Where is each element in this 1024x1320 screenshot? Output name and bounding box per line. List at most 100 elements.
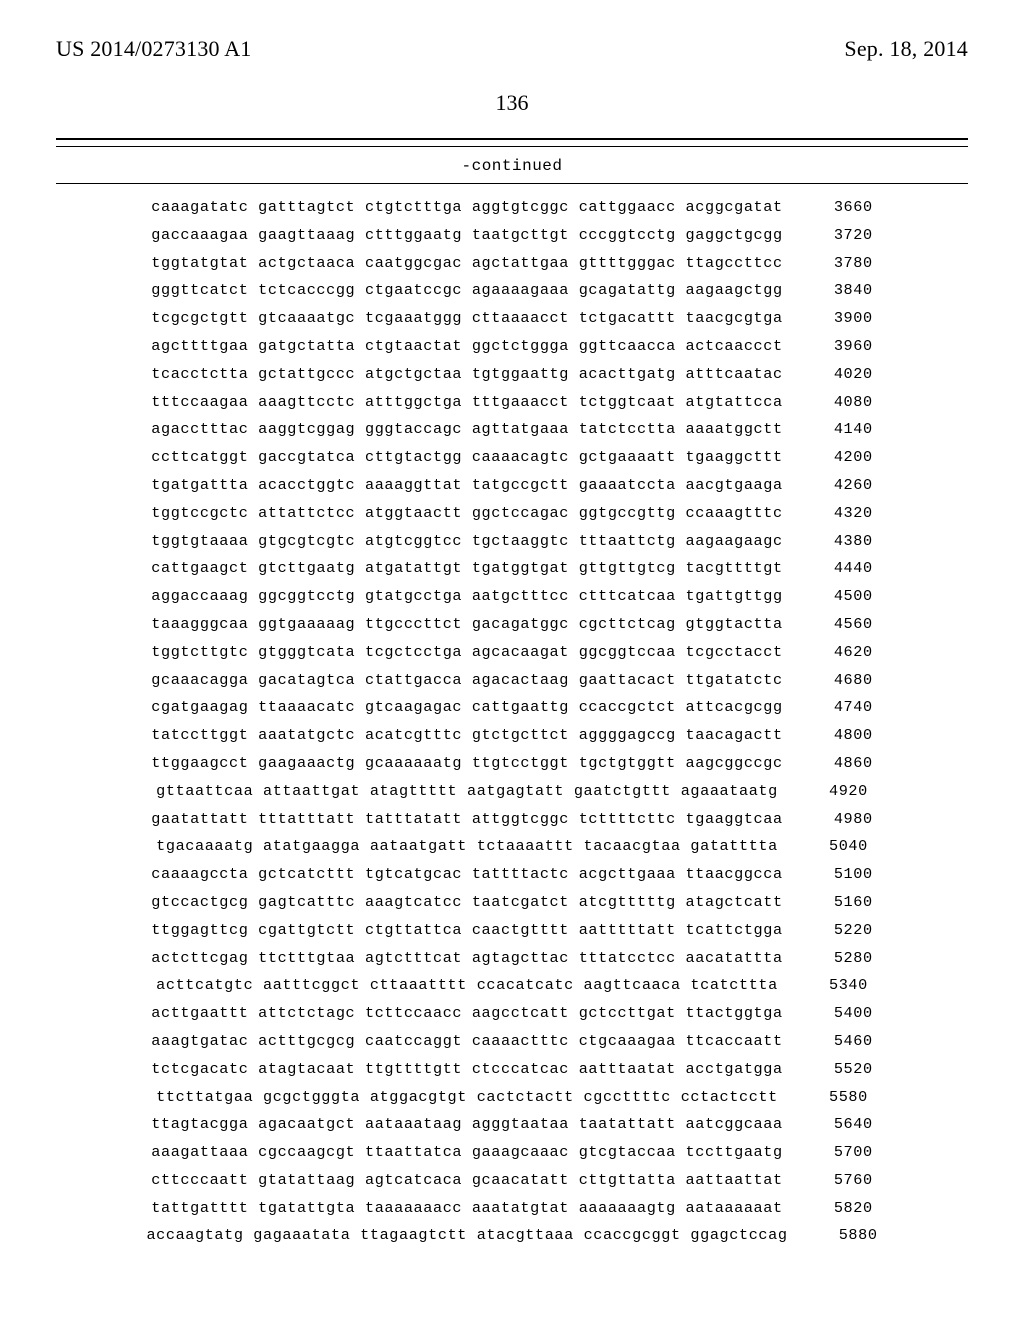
sequence-index: 5340 bbox=[796, 978, 868, 993]
sequence-index: 4380 bbox=[801, 534, 873, 549]
sequence-index: 5100 bbox=[801, 867, 873, 882]
sequence-row: tatccttggt aaatatgctc acatcgtttc gtctgct… bbox=[146, 728, 877, 743]
sequence-text: tctcgacatc atagtacaat ttgttttgtt ctcccat… bbox=[151, 1062, 782, 1077]
sequence-text: ttggaagcct gaagaaactg gcaaaaaatg ttgtcct… bbox=[151, 756, 782, 771]
sequence-text: tggtgtaaaa gtgcgtcgtc atgtcggtcc tgctaag… bbox=[151, 534, 782, 549]
sequence-index: 4740 bbox=[801, 700, 873, 715]
sequence-text: tgatgattta acacctggtc aaaaggttat tatgccg… bbox=[151, 478, 782, 493]
sequence-text: tattgatttt tgatattgta taaaaaaacc aaatatg… bbox=[151, 1201, 782, 1216]
sequence-row: gtccactgcg gagtcatttc aaagtcatcc taatcga… bbox=[146, 895, 877, 910]
sequence-row: cattgaagct gtcttgaatg atgatattgt tgatggt… bbox=[146, 561, 877, 576]
sequence-text: acttcatgtc aatttcggct cttaaatttt ccacatc… bbox=[156, 978, 778, 993]
sequence-row: cgatgaagag ttaaaacatc gtcaagagac cattgaa… bbox=[146, 700, 877, 715]
header-row: US 2014/0273130 A1 Sep. 18, 2014 bbox=[56, 36, 968, 62]
sequence-text: ttagtacgga agacaatgct aataaataag agggtaa… bbox=[151, 1117, 782, 1132]
sequence-text: tgacaaaatg atatgaagga aataatgatt tctaaaa… bbox=[156, 839, 778, 854]
sequence-row: ttggagttcg cgattgtctt ctgttattca caactgt… bbox=[146, 923, 877, 938]
sequence-row: gggttcatct tctcacccgg ctgaatccgc agaaaag… bbox=[146, 283, 877, 298]
sequence-row: agacctttac aaggtcggag gggtaccagc agttatg… bbox=[146, 422, 877, 437]
sequence-index: 5580 bbox=[796, 1090, 868, 1105]
sequence-text: cgatgaagag ttaaaacatc gtcaagagac cattgaa… bbox=[151, 700, 782, 715]
sequence-index: 4860 bbox=[801, 756, 873, 771]
sequence-text: agcttttgaa gatgctatta ctgtaactat ggctctg… bbox=[151, 339, 782, 354]
sequence-row: acttgaattt attctctagc tcttccaacc aagcctc… bbox=[146, 1006, 877, 1021]
sequence-text: tcgcgctgtt gtcaaaatgc tcgaaatggg cttaaaa… bbox=[151, 311, 782, 326]
sequence-row: gttaattcaa attaattgat atagttttt aatgagta… bbox=[146, 784, 877, 799]
sequence-row: ttcttatgaa gcgctgggta atggacgtgt cactcta… bbox=[146, 1090, 877, 1105]
sequence-index: 5820 bbox=[801, 1201, 873, 1216]
sequence-index: 4680 bbox=[801, 673, 873, 688]
sequence-row: gaccaaagaa gaagttaaag ctttggaatg taatgct… bbox=[146, 228, 877, 243]
sequence-index: 4560 bbox=[801, 617, 873, 632]
sequence-index: 4200 bbox=[801, 450, 873, 465]
sequence-text: tcacctctta gctattgccc atgctgctaa tgtggaa… bbox=[151, 367, 782, 382]
sequence-row: ttggaagcct gaagaaactg gcaaaaaatg ttgtcct… bbox=[146, 756, 877, 771]
sequence-row: aaagtgatac actttgcgcg caatccaggt caaaact… bbox=[146, 1034, 877, 1049]
sequence-index: 5760 bbox=[801, 1173, 873, 1188]
sequence-text: aaagattaaa cgccaagcgt ttaattatca gaaagca… bbox=[151, 1145, 782, 1160]
sequence-index: 5520 bbox=[801, 1062, 873, 1077]
sequence-text: ccttcatggt gaccgtatca cttgtactgg caaaaca… bbox=[151, 450, 782, 465]
sequence-index: 3840 bbox=[801, 283, 873, 298]
sequence-row: gaatattatt tttatttatt tatttatatt attggtc… bbox=[146, 812, 877, 827]
sequence-row: tattgatttt tgatattgta taaaaaaacc aaatatg… bbox=[146, 1201, 877, 1216]
sequence-text: cattgaagct gtcttgaatg atgatattgt tgatggt… bbox=[151, 561, 782, 576]
sequence-row: tggtgtaaaa gtgcgtcgtc atgtcggtcc tgctaag… bbox=[146, 534, 877, 549]
publication-number: US 2014/0273130 A1 bbox=[56, 36, 252, 62]
sequence-row: aaagattaaa cgccaagcgt ttaattatca gaaagca… bbox=[146, 1145, 877, 1160]
sequence-text: gcaaacagga gacatagtca ctattgacca agacact… bbox=[151, 673, 782, 688]
sequence-index: 4500 bbox=[801, 589, 873, 604]
sequence-row: caaagatatc gatttagtct ctgtctttga aggtgtc… bbox=[146, 200, 877, 215]
sequence-row: cttcccaatt gtatattaag agtcatcaca gcaacat… bbox=[146, 1173, 877, 1188]
sequence-row: tgacaaaatg atatgaagga aataatgatt tctaaaa… bbox=[146, 839, 877, 854]
sequence-text: caaagatatc gatttagtct ctgtctttga aggtgtc… bbox=[151, 200, 782, 215]
publication-date: Sep. 18, 2014 bbox=[844, 36, 968, 62]
sequence-text: agacctttac aaggtcggag gggtaccagc agttatg… bbox=[151, 422, 782, 437]
sequence-index: 5400 bbox=[801, 1006, 873, 1021]
sequence-text: gaatattatt tttatttatt tatttatatt attggtc… bbox=[151, 812, 782, 827]
sequence-row: ttagtacgga agacaatgct aataaataag agggtaa… bbox=[146, 1117, 877, 1132]
top-rule-thick bbox=[56, 138, 968, 140]
sequence-row: tggtccgctc attattctcc atggtaactt ggctcca… bbox=[146, 506, 877, 521]
sequence-row: tggtcttgtc gtgggtcata tcgctcctga agcacaa… bbox=[146, 645, 877, 660]
sequence-row: acttcatgtc aatttcggct cttaaatttt ccacatc… bbox=[146, 978, 877, 993]
sequence-row: tgatgattta acacctggtc aaaaggttat tatgccg… bbox=[146, 478, 877, 493]
sequence-row: agcttttgaa gatgctatta ctgtaactat ggctctg… bbox=[146, 339, 877, 354]
page-number: 136 bbox=[56, 90, 968, 116]
sequence-index: 4920 bbox=[796, 784, 868, 799]
sequence-row: actcttcgag ttctttgtaa agtctttcat agtagct… bbox=[146, 951, 877, 966]
sequence-text: aggaccaaag ggcggtcctg gtatgcctga aatgctt… bbox=[151, 589, 782, 604]
sequence-row: tttccaagaa aaagttcctc atttggctga tttgaaa… bbox=[146, 395, 877, 410]
sequence-index: 4800 bbox=[801, 728, 873, 743]
page: US 2014/0273130 A1 Sep. 18, 2014 136 -co… bbox=[0, 0, 1024, 1320]
sequence-row: taaagggcaa ggtgaaaaag ttgcccttct gacagat… bbox=[146, 617, 877, 632]
sequence-index: 4440 bbox=[801, 561, 873, 576]
sequence-row: tcgcgctgtt gtcaaaatgc tcgaaatggg cttaaaa… bbox=[146, 311, 877, 326]
sequence-index: 5040 bbox=[796, 839, 868, 854]
sequence-text: caaaagccta gctcatcttt tgtcatgcac tatttta… bbox=[151, 867, 782, 882]
sequence-index: 3960 bbox=[801, 339, 873, 354]
sequence-row: tctcgacatc atagtacaat ttgttttgtt ctcccat… bbox=[146, 1062, 877, 1077]
sequence-text: ttggagttcg cgattgtctt ctgttattca caactgt… bbox=[151, 923, 782, 938]
sequence-index: 3720 bbox=[801, 228, 873, 243]
sequence-index: 4620 bbox=[801, 645, 873, 660]
sequence-text: tttccaagaa aaagttcctc atttggctga tttgaaa… bbox=[151, 395, 782, 410]
sequence-text: taaagggcaa ggtgaaaaag ttgcccttct gacagat… bbox=[151, 617, 782, 632]
sequence-text: tggtccgctc attattctcc atggtaactt ggctcca… bbox=[151, 506, 782, 521]
sequence-index: 4020 bbox=[801, 367, 873, 382]
sequence-row: accaagtatg gagaaatata ttagaagtctt atacgt… bbox=[146, 1228, 877, 1243]
continued-label: -continued bbox=[56, 157, 968, 175]
sequence-index: 5160 bbox=[801, 895, 873, 910]
sequence-index: 3780 bbox=[801, 256, 873, 271]
sequence-index: 3660 bbox=[801, 200, 873, 215]
sequence-row: aggaccaaag ggcggtcctg gtatgcctga aatgctt… bbox=[146, 589, 877, 604]
sequence-text: actcttcgag ttctttgtaa agtctttcat agtagct… bbox=[151, 951, 782, 966]
top-rule-thin bbox=[56, 146, 968, 147]
sequence-index: 5880 bbox=[806, 1228, 878, 1243]
sequence-row: tcacctctta gctattgccc atgctgctaa tgtggaa… bbox=[146, 367, 877, 382]
sequence-row: ccttcatggt gaccgtatca cttgtactgg caaaaca… bbox=[146, 450, 877, 465]
sequence-index: 3900 bbox=[801, 311, 873, 326]
sequence-row: tggtatgtat actgctaaca caatggcgac agctatt… bbox=[146, 256, 877, 271]
sequence-index: 5280 bbox=[801, 951, 873, 966]
sequence-index: 4080 bbox=[801, 395, 873, 410]
